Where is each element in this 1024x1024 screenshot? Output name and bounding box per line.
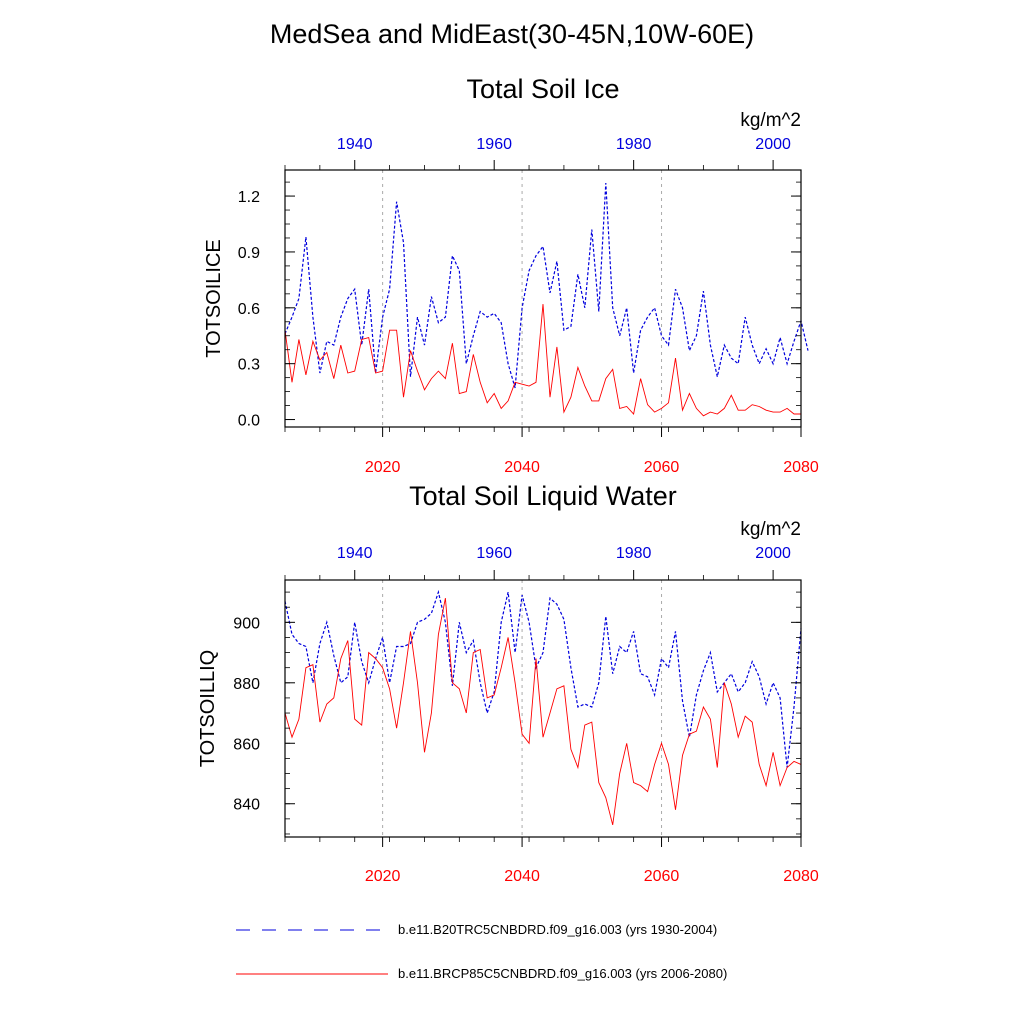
y-axis-label: TOTSOILICE [203,239,225,358]
figure-title: MedSea and MidEast(30-45N,10W-60E) [270,19,754,49]
series-line-historical [284,589,802,768]
top-x-tick-label: 2000 [755,136,791,153]
panel-total-soil-ice: Total Soil Ice kg/m^2 TOTSOILICE 0.0 0.3 0.6 0… [203,74,819,476]
panel-title: Total Soil Liquid Water [409,481,677,511]
y-axis-label: TOTSOILLIQ [197,650,219,767]
y-tick-label: 860 [233,736,260,753]
units-label: kg/m^2 [740,110,801,131]
y-tick-label: 0.0 [238,413,260,430]
panel-total-soil-liquid-water: Total Soil Liquid Water kg/m^2 TOTSOILLIQ 8… [197,481,819,885]
legend: b.e11.B20TRC5CNBDRD.f09_g16.003 (yrs 193… [236,922,727,981]
y-tick-label: 1.2 [238,189,260,206]
bottom-x-tick-label: 2040 [504,868,540,885]
top-x-tick-label: 2000 [755,545,791,562]
bottom-x-tick-label: 2060 [644,459,680,476]
y-tick-label: 840 [233,797,260,814]
top-x-tick-label: 1940 [337,545,373,562]
top-x-tick-label: 1980 [616,136,652,153]
plot-frame [284,579,802,838]
y-tick-label: 0.6 [238,301,260,318]
top-x-tick-label: 1980 [616,545,652,562]
y-tick-label: 900 [233,615,260,632]
bottom-x-tick-label: 2080 [783,868,819,885]
legend-label-future: b.e11.BRCP85C5CNBDRD.f09_g16.003 (yrs 20… [398,966,727,981]
bottom-x-tick-label: 2020 [365,459,401,476]
bottom-x-tick-label: 2060 [644,868,680,885]
series-line-future [284,598,802,826]
y-tick-label: 0.3 [238,357,260,374]
legend-label-historical: b.e11.B20TRC5CNBDRD.f09_g16.003 (yrs 193… [398,922,717,937]
series-line-historical [284,182,809,389]
y-tick-label: 0.9 [238,245,260,262]
plot-frame [284,169,802,428]
bottom-x-tick-label: 2020 [365,868,401,885]
bottom-x-tick-label: 2080 [783,459,819,476]
units-label: kg/m^2 [740,519,801,540]
top-x-tick-label: 1960 [476,136,512,153]
series-line-future [284,304,801,417]
top-x-tick-label: 1960 [476,545,512,562]
bottom-x-tick-label: 2040 [504,459,540,476]
panel-title: Total Soil Ice [466,74,619,104]
y-tick-label: 880 [233,676,260,693]
top-x-tick-label: 1940 [337,136,373,153]
